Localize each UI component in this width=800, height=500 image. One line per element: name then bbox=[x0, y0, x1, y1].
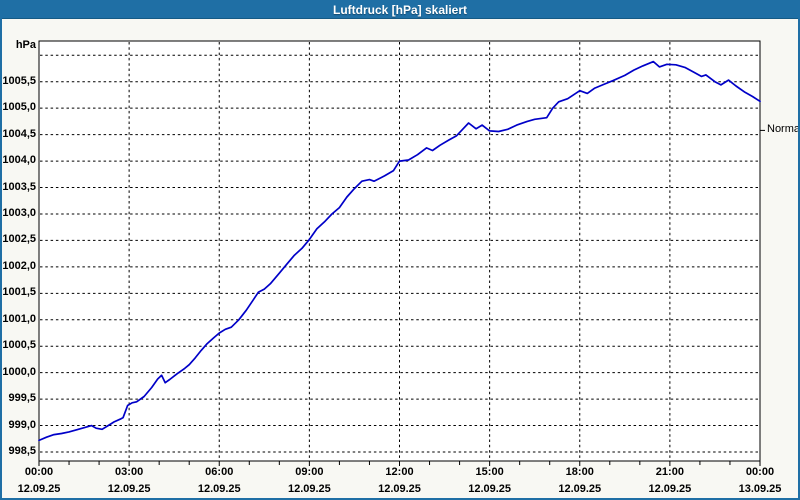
pressure-line bbox=[38, 60, 761, 442]
y-tick-label: 1003,5 bbox=[2, 180, 36, 193]
window-title: Luftdruck [hPa] skaliert bbox=[332, 3, 468, 17]
x-tick-date-label: 12.09.25 bbox=[287, 483, 331, 495]
x-tick-date-label: 12.09.25 bbox=[17, 483, 61, 495]
x-tick-date-label: 12.09.25 bbox=[648, 483, 692, 495]
y-tick-label: 999,0 bbox=[8, 418, 36, 431]
y-tick-label: 1001,5 bbox=[2, 286, 36, 299]
y-tick-label: 1002,5 bbox=[2, 233, 36, 246]
y-tick-label: 1000,0 bbox=[2, 365, 36, 378]
window-title-bar: Luftdruck [hPa] skaliert bbox=[2, 2, 798, 19]
x-tick-time-label: 06:00 bbox=[205, 466, 234, 478]
x-tick-date-label: 12.09.25 bbox=[378, 483, 421, 495]
x-tick-time-label: 15:00 bbox=[475, 466, 504, 478]
x-tick-date-label: 12.09.25 bbox=[468, 483, 512, 495]
normal-reference-label: Normal bbox=[767, 123, 800, 136]
x-tick-time-label: 18:00 bbox=[565, 466, 594, 478]
x-tick-time-label: 00:00 bbox=[745, 466, 775, 478]
y-tick-label: 1005,5 bbox=[2, 74, 36, 87]
y-axis-unit-label: hPa bbox=[15, 39, 36, 51]
y-tick-label: 999,5 bbox=[8, 392, 36, 405]
y-tick-label: 1003,0 bbox=[2, 206, 36, 219]
x-tick-date-label: 13.09.25 bbox=[738, 483, 782, 495]
x-tick-time-label: 12:00 bbox=[385, 466, 414, 478]
y-tick-label: 1005,0 bbox=[2, 101, 36, 114]
y-tick-label: 1000,5 bbox=[2, 339, 36, 352]
x-tick-date-label: 12.09.25 bbox=[107, 483, 151, 495]
x-tick-time-label: 09:00 bbox=[295, 466, 324, 478]
y-tick-label: 1004,5 bbox=[2, 127, 36, 140]
x-tick-date-label: 12.09.25 bbox=[558, 483, 602, 495]
x-tick-time-label: 21:00 bbox=[655, 466, 684, 478]
chart-area: hPa Normal 998,5 999,0 999,5 1000,0 1000,5 10… bbox=[2, 19, 798, 498]
pressure-line-chart bbox=[38, 40, 765, 466]
x-tick-date-label: 12.09.25 bbox=[197, 483, 241, 495]
y-tick-label: 1001,0 bbox=[2, 312, 36, 325]
y-tick-label: 1004,0 bbox=[2, 154, 36, 167]
x-tick-time-label: 00:00 bbox=[24, 466, 54, 478]
x-tick-time-label: 03:00 bbox=[115, 466, 144, 478]
y-tick-label: 1002,0 bbox=[2, 259, 36, 272]
y-tick-label: 998,5 bbox=[8, 445, 36, 457]
